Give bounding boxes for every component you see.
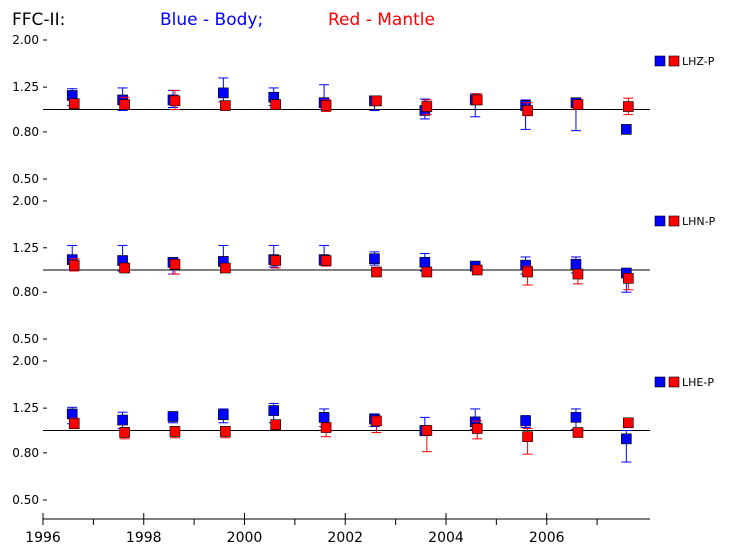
y-tick-label: 2.00: [12, 194, 39, 208]
data-point: [471, 264, 483, 276]
data-point: [421, 425, 433, 436]
data-point: [268, 405, 280, 416]
data-point: [119, 262, 130, 274]
data-point: [318, 412, 330, 423]
data-point: [522, 431, 533, 443]
data-point: [218, 87, 229, 99]
title-blue-body: Blue - Body;: [160, 10, 263, 30]
data-point: [270, 419, 282, 430]
panel-lhe-p: 2.00 1.25 0.80 0.50 LHE-P: [12, 354, 714, 507]
x-tick-label: 1996: [25, 530, 61, 546]
data-point: [572, 99, 584, 110]
data-point: [572, 427, 584, 438]
data-point: [623, 273, 634, 284]
data-point: [220, 100, 231, 111]
data-point: [270, 255, 282, 266]
series-mantle: [68, 255, 634, 291]
y-tick-label: 1.25: [12, 80, 39, 94]
data-point: [68, 98, 80, 109]
data-point: [320, 422, 332, 433]
data-point: [570, 412, 582, 423]
legend-blue-swatch: [654, 376, 666, 388]
legend-label: LHE-P: [682, 376, 714, 389]
y-tick-label: 0.80: [12, 285, 39, 299]
x-tick-label: 2002: [327, 530, 363, 546]
y-tick-label: 2.00: [12, 354, 39, 368]
data-point: [371, 415, 382, 427]
legend-red-swatch: [668, 55, 680, 67]
legend-red-swatch: [668, 215, 680, 227]
panel-lhz-p: 2.00 1.25 0.80 0.50 LHZ-P: [12, 33, 714, 186]
series-body: [66, 77, 632, 135]
data-point: [66, 408, 78, 420]
data-point: [167, 411, 179, 422]
data-point: [471, 94, 483, 106]
y-tick-label: 1.25: [12, 401, 39, 415]
data-point: [471, 423, 483, 434]
data-point: [220, 426, 231, 437]
data-point: [621, 433, 632, 445]
data-point: [117, 414, 128, 426]
data-point: [220, 262, 231, 274]
y-tick-label: 1.25: [12, 241, 39, 255]
x-tick-label: 1998: [126, 530, 162, 546]
legend-label: LHN-P: [682, 215, 716, 228]
x-tick-label: 2004: [428, 530, 464, 546]
chart-panels: 2.00 1.25 0.80 0.50 LHZ-P 2.00 1.25 0.80 0.50 LHN…: [12, 33, 715, 507]
data-point: [119, 427, 130, 438]
data-point: [169, 258, 181, 270]
title-red-mantle: Red - Mantle: [328, 10, 435, 30]
data-point: [218, 409, 229, 421]
x-tick-label: 2000: [227, 530, 263, 546]
data-point: [169, 426, 181, 437]
series-mantle: [68, 89, 634, 117]
y-tick-label: 0.80: [12, 446, 39, 460]
data-point: [369, 253, 380, 265]
panel-lhn-p: 2.00 1.25 0.80 0.50 LHN-P: [12, 194, 715, 346]
data-point: [419, 257, 431, 268]
legend-blue-swatch: [654, 215, 666, 227]
series-body: [66, 244, 632, 293]
x-axis: 1996 1998 2000 2002 2004 2006: [25, 513, 650, 546]
legend-blue-swatch: [654, 55, 666, 67]
data-point: [623, 101, 634, 112]
y-tick-label: 0.50: [12, 172, 39, 186]
data-point: [68, 259, 80, 271]
data-point: [320, 100, 332, 111]
y-tick-label: 0.50: [12, 493, 39, 507]
data-point: [572, 268, 584, 280]
data-point: [623, 417, 634, 429]
series-body: [66, 402, 632, 463]
data-point: [570, 258, 582, 270]
data-point: [421, 101, 433, 112]
data-point: [371, 266, 382, 278]
data-point: [621, 124, 632, 135]
data-point: [270, 99, 282, 110]
chart-title: FFC-II: Blue - Body; Red - Mantle: [12, 10, 435, 30]
x-tick-label: 2006: [529, 530, 565, 546]
data-point: [169, 95, 181, 107]
y-tick-label: 0.80: [12, 125, 39, 139]
data-point: [520, 415, 531, 427]
data-point: [371, 95, 382, 107]
y-tick-label: 2.00: [12, 33, 39, 47]
legend-red-swatch: [668, 376, 680, 388]
y-tick-label: 0.50: [12, 332, 39, 346]
data-point: [119, 99, 130, 110]
series-mantle: [68, 415, 634, 455]
data-point: [68, 418, 80, 430]
data-point: [522, 105, 533, 116]
legend-label: LHZ-P: [682, 55, 715, 68]
data-point: [421, 266, 433, 278]
data-point: [320, 255, 332, 266]
data-point: [522, 266, 533, 278]
title-prefix: FFC-II:: [12, 10, 65, 30]
